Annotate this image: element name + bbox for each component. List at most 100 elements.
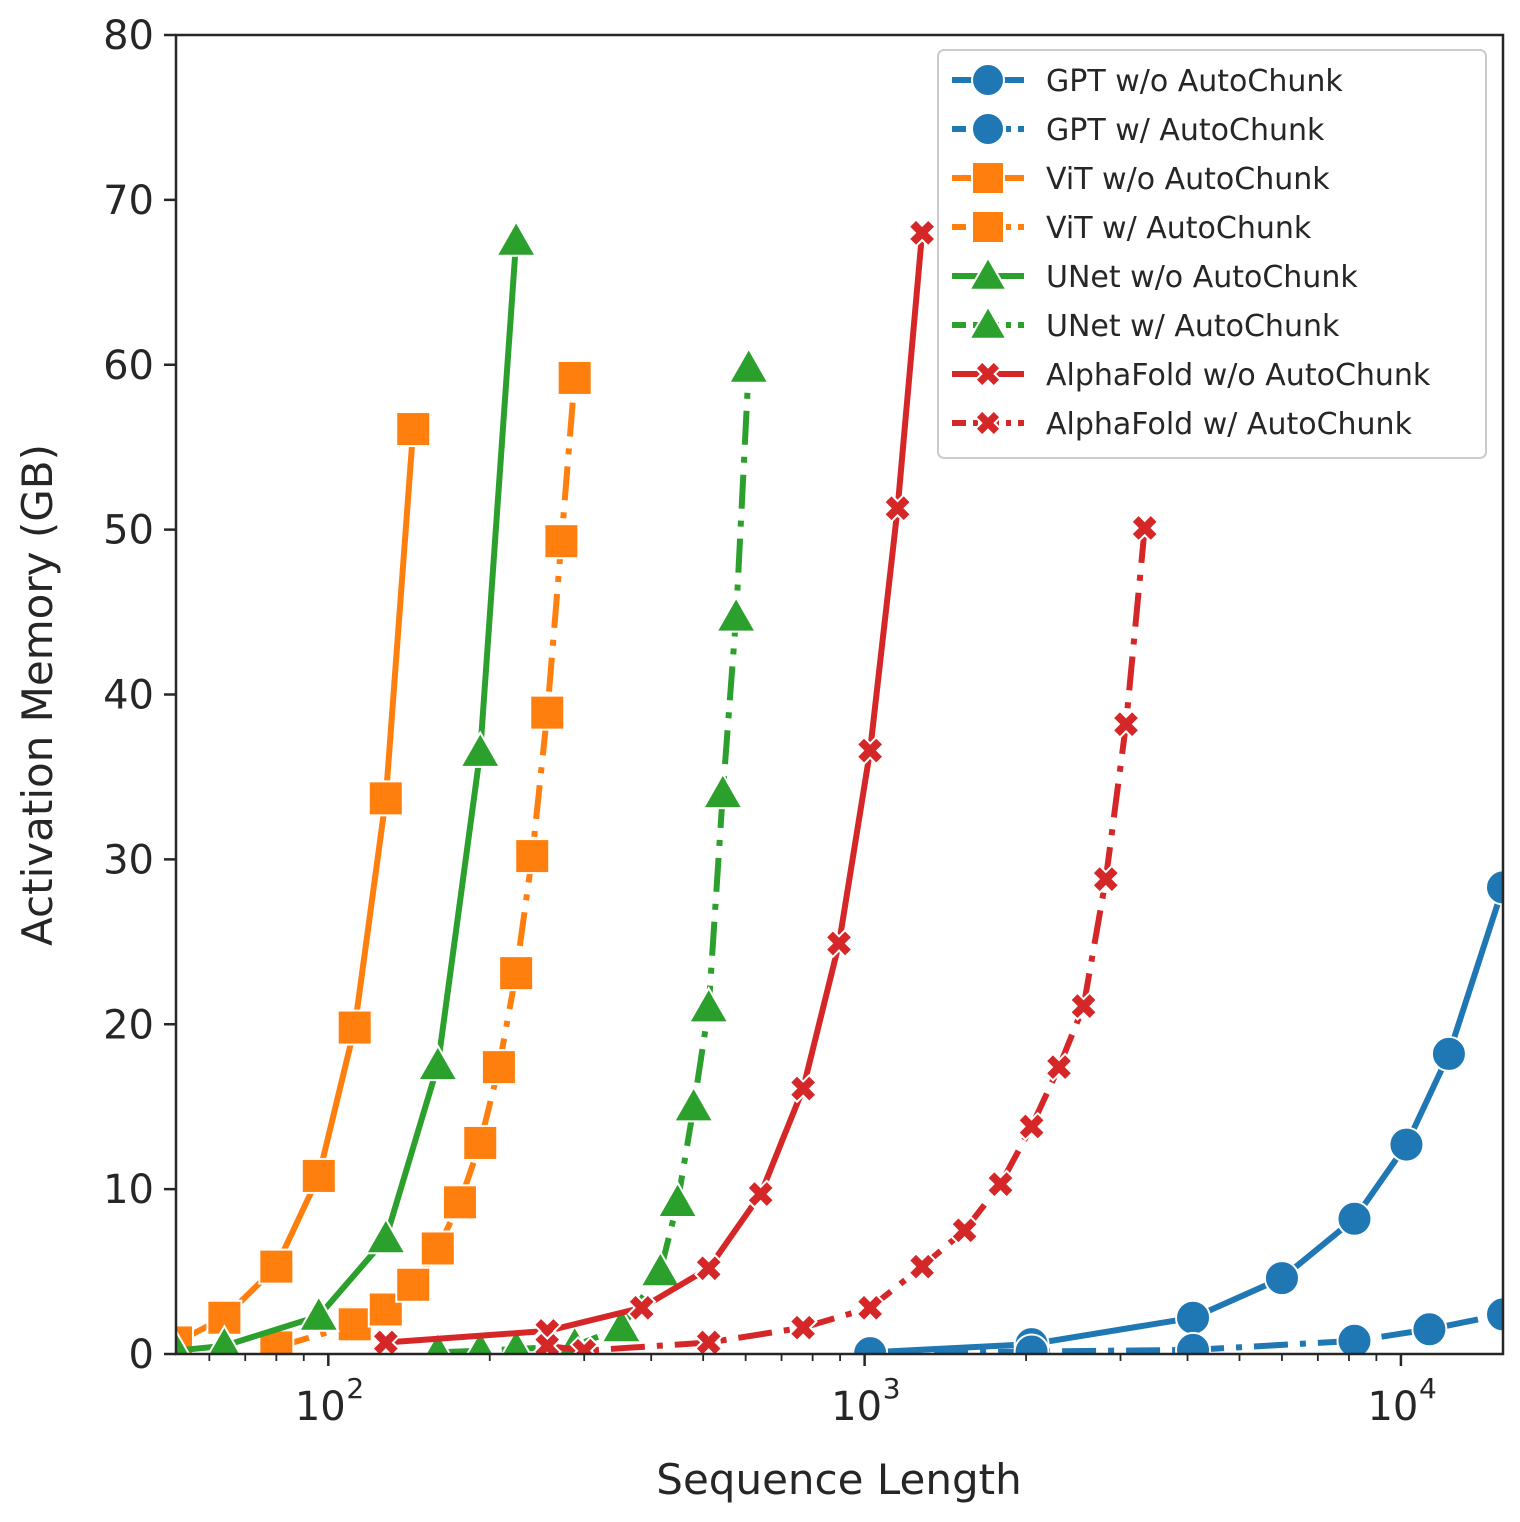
- x-tick-exponent: 2: [346, 1372, 364, 1405]
- data-point: [364, 1217, 408, 1255]
- data-point: [424, 1330, 452, 1354]
- legend-label: ViT w/o AutoChunk: [1046, 162, 1330, 197]
- y-tick-label: 60: [103, 343, 154, 389]
- legend-box: [937, 49, 1487, 459]
- data-point: [498, 955, 535, 992]
- data-point: [1129, 513, 1160, 543]
- data-point: [701, 771, 745, 810]
- x-tick-exponent: 3: [883, 1372, 901, 1405]
- series-3: [258, 359, 593, 1354]
- legend-item: UNet w/o AutoChunk: [952, 255, 1358, 295]
- data-point: [395, 411, 432, 448]
- data-point: [855, 1293, 885, 1323]
- series-line: [870, 1311, 1503, 1354]
- data-point: [1336, 1200, 1373, 1237]
- data-point: [1091, 864, 1121, 894]
- legend-label: ViT w/ AutoChunk: [1046, 211, 1312, 246]
- legend-marker: [967, 304, 1009, 340]
- data-point: [824, 928, 854, 959]
- series-line: [546, 527, 1148, 1354]
- legend-label: AlphaFold w/ AutoChunk: [1046, 407, 1413, 442]
- data-point: [727, 346, 770, 384]
- legend-marker: [974, 409, 1002, 437]
- data-point: [656, 1180, 699, 1218]
- data-point: [1485, 869, 1503, 906]
- data-point: [1411, 1311, 1448, 1348]
- data-point: [694, 1327, 724, 1354]
- data-point: [907, 218, 937, 248]
- legend-label: AlphaFold w/o AutoChunk: [1046, 358, 1431, 393]
- data-point: [569, 1336, 599, 1354]
- data-point: [694, 1253, 724, 1283]
- data-point: [1111, 709, 1141, 739]
- series-7: [532, 513, 1160, 1354]
- data-point: [882, 493, 913, 523]
- x-tick-label: 10: [831, 1384, 882, 1430]
- x-axis-title: Sequence Length: [656, 1455, 1021, 1504]
- series-line: [385, 232, 926, 1346]
- y-tick-label: 70: [103, 178, 154, 224]
- y-tick-label: 20: [103, 1002, 154, 1048]
- y-tick-label: 80: [103, 13, 154, 59]
- x-axis: 10 2 10 3 10 4: [208, 1354, 1437, 1430]
- data-point: [1175, 1299, 1212, 1336]
- legend-item: ViT w/ AutoChunk: [952, 210, 1312, 246]
- data-point: [745, 1179, 776, 1209]
- data-point: [639, 1249, 682, 1288]
- data-point: [543, 523, 580, 560]
- data-point: [949, 1215, 980, 1246]
- legend-item: ViT w/o AutoChunk: [952, 161, 1330, 197]
- legend-item: GPT w/o AutoChunk: [952, 63, 1343, 99]
- series-layer: [176, 218, 1503, 1354]
- data-point: [514, 838, 551, 875]
- data-point: [458, 730, 502, 768]
- legend-item: AlphaFold w/o AutoChunk: [952, 358, 1431, 393]
- data-point: [529, 694, 566, 731]
- series-4: [176, 219, 538, 1354]
- legend-marker: [971, 63, 1005, 97]
- data-point: [300, 1157, 337, 1194]
- data-point: [336, 1306, 373, 1343]
- data-point: [371, 1327, 401, 1354]
- data-point: [462, 1124, 499, 1161]
- legend-label: UNet w/ AutoChunk: [1046, 309, 1340, 344]
- data-point: [1175, 1331, 1212, 1354]
- legend-item: AlphaFold w/ AutoChunk: [952, 407, 1413, 442]
- x-tick-label: 10: [295, 1384, 346, 1430]
- legend-marker: [971, 210, 1005, 244]
- data-point: [788, 1073, 818, 1104]
- data-point: [788, 1312, 818, 1343]
- data-point: [297, 1294, 341, 1332]
- data-point: [367, 780, 404, 817]
- data-point: [336, 1009, 373, 1046]
- y-tick-label: 50: [103, 508, 154, 554]
- data-point: [416, 1043, 460, 1082]
- y-axis-title: Activation Memory (GB): [13, 444, 62, 946]
- data-point: [258, 1248, 295, 1285]
- series-6: [371, 218, 937, 1354]
- data-point: [1263, 1260, 1300, 1297]
- data-point: [441, 1184, 478, 1221]
- data-point: [1430, 1035, 1467, 1072]
- y-axis: 0 10 20 30 40 50 60 70 80: [103, 13, 176, 1378]
- data-point: [855, 735, 885, 766]
- legend-label: GPT w/o AutoChunk: [1046, 64, 1343, 99]
- data-point: [714, 595, 758, 633]
- legend-item: UNet w/ AutoChunk: [952, 304, 1340, 344]
- legend-marker: [967, 255, 1009, 291]
- data-point: [672, 1085, 715, 1123]
- legend-marker: [974, 360, 1002, 388]
- y-tick-label: 10: [103, 1167, 154, 1213]
- legend-item: GPT w/ AutoChunk: [952, 112, 1325, 148]
- y-tick-label: 0: [129, 1332, 154, 1378]
- data-point: [1388, 1126, 1425, 1163]
- data-point: [176, 1329, 191, 1354]
- legend-marker: [971, 112, 1005, 146]
- x-tick-exponent: 4: [1419, 1372, 1437, 1405]
- series-1: [852, 1296, 1503, 1354]
- data-point: [985, 1169, 1016, 1199]
- data-point: [600, 1306, 643, 1344]
- x-tick-label: 10: [1367, 1384, 1418, 1430]
- data-point: [207, 1324, 242, 1354]
